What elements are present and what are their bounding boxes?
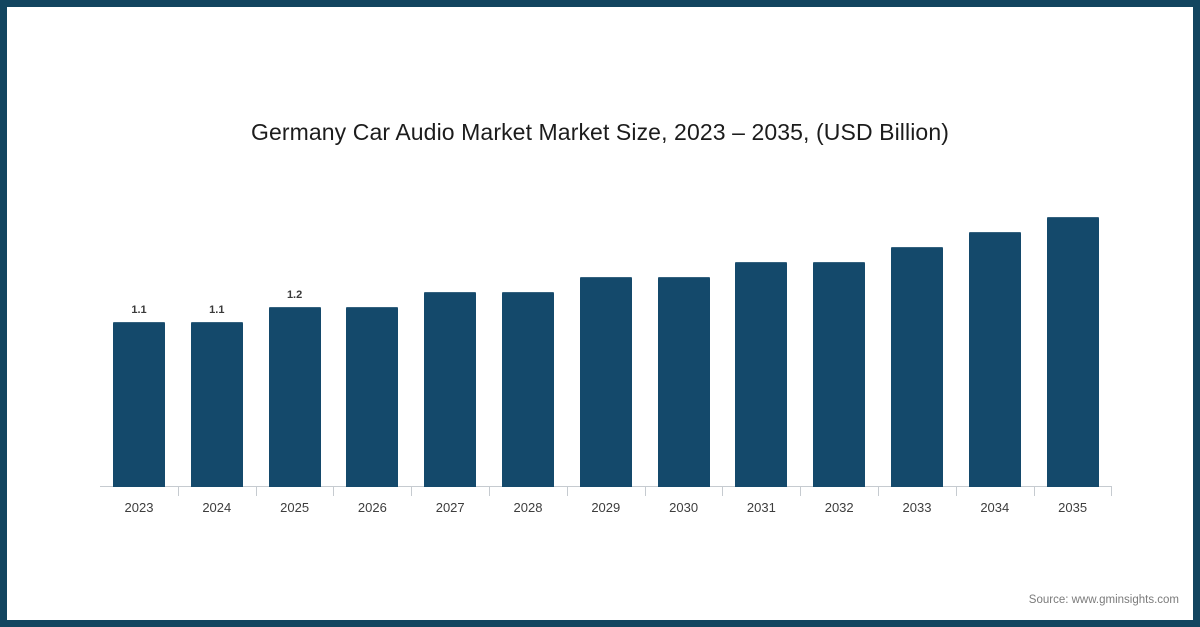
bar[interactable] xyxy=(346,307,399,487)
bar-group: 2031 xyxy=(722,180,800,515)
bar[interactable] xyxy=(891,247,943,487)
bar[interactable] xyxy=(657,277,710,487)
axis-tick-mark xyxy=(255,487,257,496)
bar[interactable] xyxy=(735,262,788,487)
bar[interactable] xyxy=(968,232,1021,487)
bar-group: 2029 xyxy=(567,180,645,515)
x-axis-tick-label: 2035 xyxy=(1058,500,1088,515)
x-axis-tick-label: 2023 xyxy=(124,500,154,515)
bar-group: 2033 xyxy=(878,180,956,515)
bar[interactable] xyxy=(1046,217,1099,487)
chart-title: Germany Car Audio Market Market Size, 20… xyxy=(251,119,949,145)
bar[interactable] xyxy=(502,292,554,487)
x-axis-tick-label: 2025 xyxy=(280,500,310,515)
bar-value-label: 1.1 xyxy=(131,304,147,317)
x-axis-tick-label: 2032 xyxy=(824,500,854,515)
bar[interactable] xyxy=(813,262,866,487)
bar[interactable] xyxy=(579,277,632,487)
x-axis-tick-label: 2028 xyxy=(513,500,543,515)
axis-tick-mark xyxy=(566,487,568,496)
bar-group: 2034 xyxy=(956,180,1034,515)
x-axis-tick-label: 2031 xyxy=(746,500,776,515)
x-axis-tick-label: 2024 xyxy=(202,500,232,515)
bar-group: 2027 xyxy=(411,180,489,515)
bar[interactable] xyxy=(190,322,243,487)
axis-tick-mark xyxy=(800,487,802,496)
source-attribution: Source: www.gminsights.com xyxy=(1028,594,1179,606)
bar-group: 2030 xyxy=(645,180,723,515)
axis-tick-mark xyxy=(177,487,179,496)
x-axis-tick-label: 2034 xyxy=(980,500,1010,515)
bar-group: 2028 xyxy=(489,180,567,515)
x-axis-tick-label: 2026 xyxy=(357,500,387,515)
plot-area: 1.1 2023 1.1 2024 1.2 2025 2026 2027 2028 2029 203… xyxy=(100,180,1113,515)
axis-tick-mark xyxy=(878,487,879,496)
x-axis-tick-label: 2029 xyxy=(591,500,621,515)
bar[interactable] xyxy=(268,307,321,487)
axis-tick-mark xyxy=(489,487,490,496)
bar-value-label: 1.1 xyxy=(209,304,225,317)
bar-group: 2032 xyxy=(800,180,878,515)
axis-tick-mark xyxy=(644,487,646,496)
bar-group: 1.1 2024 xyxy=(178,180,256,515)
axis-tick-mark xyxy=(955,487,957,496)
x-axis-tick-label: 2033 xyxy=(902,500,932,515)
x-axis-tick-label: 2027 xyxy=(435,500,465,515)
axis-tick-mark xyxy=(333,487,335,496)
bar[interactable] xyxy=(113,322,165,487)
bar-value-label: 1.2 xyxy=(286,289,303,302)
axis-tick-mark xyxy=(722,487,724,496)
bar-group: 2026 xyxy=(333,180,411,515)
axis-tick-mark xyxy=(1033,487,1035,496)
axis-tick-mark xyxy=(411,487,413,496)
axis-tick-mark xyxy=(1111,487,1113,496)
bar-group: 2035 xyxy=(1034,180,1112,515)
bar[interactable] xyxy=(424,292,477,487)
bar-group: 1.2 2025 xyxy=(256,180,334,515)
x-axis-tick-label: 2030 xyxy=(669,500,699,515)
bar-group: 1.1 2023 xyxy=(100,180,178,515)
